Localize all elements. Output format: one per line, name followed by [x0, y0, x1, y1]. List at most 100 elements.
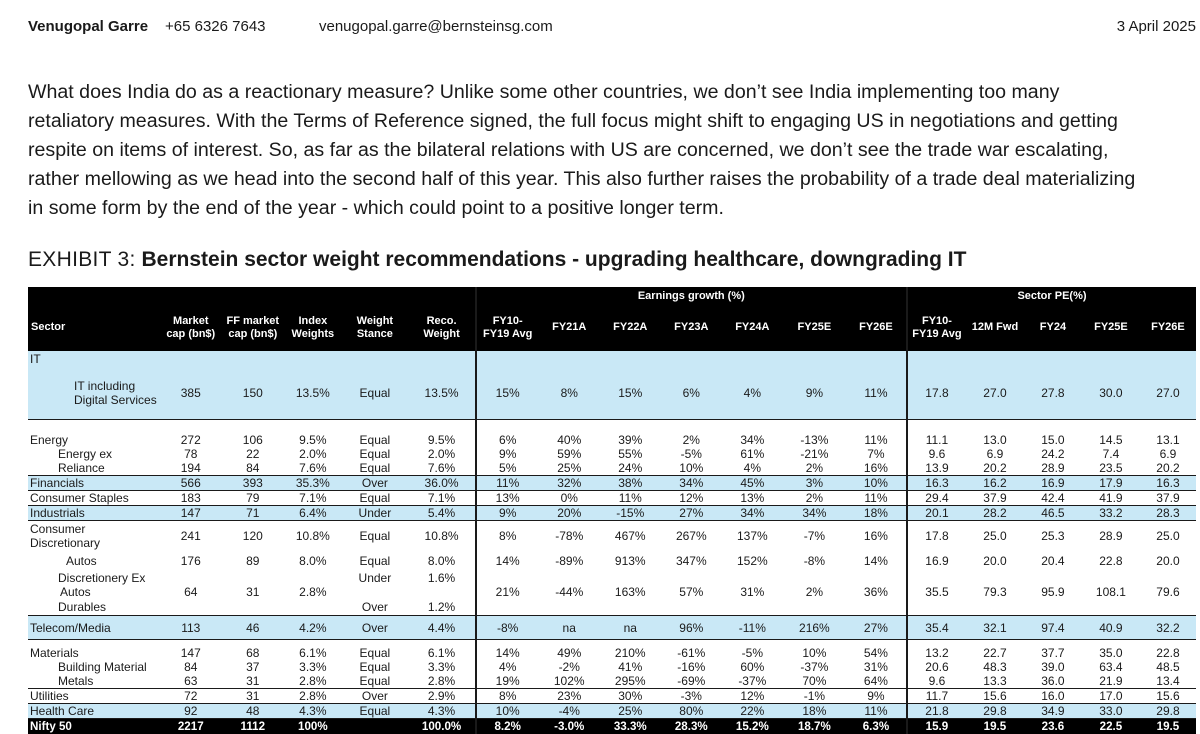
cell: 48.3 [983, 659, 1007, 674]
cell: 33.0 [1081, 703, 1140, 719]
col-pe-12m-fwd: 12M Fwd [971, 321, 1019, 333]
report-date: 3 April 2025 [1116, 18, 1196, 35]
cell: 84 [184, 659, 198, 674]
cell: 120 [242, 528, 263, 543]
cell: Equal [341, 490, 409, 506]
cell: 97.4 [1023, 615, 1082, 640]
cell: 14% [474, 645, 539, 660]
cell: 9% [845, 688, 907, 704]
table-row: Health Care 92 48 4.3% Equal 4.3% 10% -4… [28, 703, 1196, 719]
cell: 37.7 [1041, 645, 1065, 660]
cell: 8.0% [299, 553, 327, 568]
cell: 16.9 [1023, 475, 1082, 491]
cell: 31 [221, 673, 285, 689]
cell: 13% [721, 490, 783, 506]
cell: 92 [160, 703, 222, 719]
row-label: Materials [30, 645, 79, 660]
cell: Equal [359, 432, 391, 447]
cell: 2.0% [427, 447, 456, 461]
cell: 163% [614, 584, 646, 599]
col-eg-fy23a: FY23A [674, 321, 709, 333]
cell: 9% [474, 505, 539, 521]
sector-weight-table: Earnings growth (%) Sector PE(%) Sector … [28, 287, 1196, 734]
cell: 17.8 [905, 520, 966, 551]
cell: 9.6 [905, 447, 966, 461]
cell: 20.0 [983, 553, 1007, 568]
cell: 25.0 [1156, 528, 1180, 543]
cell: 57% [679, 584, 704, 599]
row-label: Health Care [28, 703, 161, 719]
col-pe-fy24: FY24 [1039, 321, 1067, 333]
cell: 32.2 [1139, 615, 1196, 640]
cell: 10% [660, 461, 722, 476]
cell: 72 [160, 688, 222, 704]
row-label: IT including Digital Services [28, 367, 161, 420]
cell: 4% [721, 367, 783, 420]
cell: 22% [721, 703, 783, 719]
column-header-row: Sector Market cap (bn$) FF market cap (bn$… [28, 304, 1196, 351]
cell: 2.9% [408, 688, 476, 704]
cell: 37.9 [1139, 490, 1196, 506]
row-label: Building Material [58, 659, 147, 674]
row-label: Autos [66, 553, 97, 568]
cell: 10.8% [424, 528, 459, 543]
group-header-row: Earnings growth (%) Sector PE(%) [28, 287, 1196, 304]
cell: 6.9 [1159, 447, 1177, 461]
cell: 28.9 [1023, 461, 1082, 476]
cell: 11% [864, 432, 888, 447]
cell: Equal [359, 528, 391, 543]
cell: 10.8% [295, 528, 330, 543]
row-label: Industrials [28, 505, 161, 521]
cell: 22.7 [983, 645, 1007, 660]
cell: 54% [863, 645, 888, 660]
cell: 6.1% [299, 645, 327, 660]
table-row: Financials 566 393 35.3% Over 36.0% 11% … [28, 475, 1196, 491]
cell: 46 [221, 615, 285, 640]
cell: 12% [660, 490, 722, 506]
cell: 37.9 [965, 490, 1024, 506]
col-index-weights: Index Weights [291, 314, 335, 340]
author-phone: +65 6326 7643 [165, 18, 266, 35]
cell: 16% [845, 461, 907, 476]
cell: 14% [863, 553, 888, 568]
cell: 64 [184, 584, 198, 599]
cell: 20.1 [905, 505, 966, 521]
cell: -16% [677, 659, 706, 674]
paragraph-line: What does India do as a reactionary meas… [28, 81, 1060, 103]
cell: 4.4% [408, 615, 476, 640]
cell: 9.5% [427, 432, 456, 447]
cell: 100.0% [408, 718, 476, 734]
cell: 64% [845, 673, 907, 689]
cell: 40.9 [1081, 615, 1140, 640]
cell: 20.0 [1156, 553, 1180, 568]
table-row: Discretionery Ex Autos 64 31 2.8% Under 1… [28, 570, 1196, 599]
col-pe-fy10-19: FY10- FY19 Avg [905, 304, 966, 351]
paragraph-line: retaliatory measures. With the Terms of … [28, 110, 1118, 132]
cell: -78% [555, 528, 584, 543]
cell: 13.5% [408, 367, 476, 420]
cell: Over [341, 615, 409, 640]
cell: 17.8 [905, 367, 966, 420]
cell: 20% [538, 505, 600, 521]
cell: 23% [538, 688, 600, 704]
row-label: Financials [28, 475, 161, 491]
row-label: Nifty 50 [28, 718, 161, 734]
earnings-growth-header: Earnings growth (%) [474, 287, 907, 304]
cell: 0% [538, 490, 600, 506]
cell: 137% [736, 528, 768, 543]
cell: 9.6 [905, 673, 966, 689]
cell: 25.0 [983, 528, 1007, 543]
cell: 210% [614, 645, 646, 660]
cell: 8.0% [427, 553, 456, 568]
cell: 3.3% [427, 659, 456, 674]
cell: 13.2 [905, 645, 966, 660]
cell: 10% [802, 645, 827, 660]
cell: 1.6% [427, 570, 456, 585]
cell: na [538, 615, 600, 640]
cell: 25% [538, 461, 600, 476]
table-row: Consumer Discretionary 241 120 10.8% Equa… [28, 520, 1196, 551]
cell: 29.8 [1139, 703, 1196, 719]
cell: 40% [557, 432, 582, 447]
cell: 10% [474, 703, 539, 719]
cell: 15% [599, 367, 661, 420]
